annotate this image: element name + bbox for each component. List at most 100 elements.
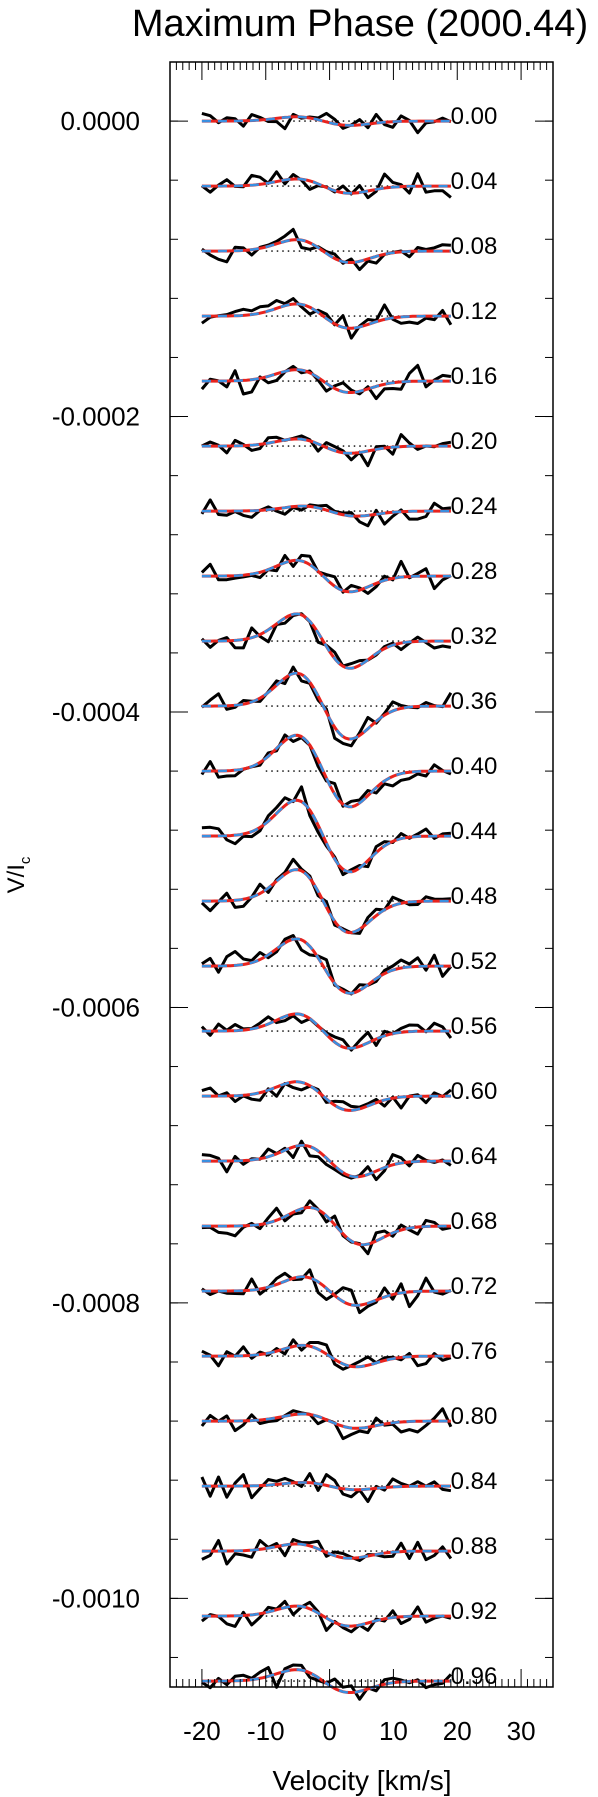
plot-area <box>200 111 458 1701</box>
observed-profile <box>201 1538 453 1566</box>
phase-label: 0.76 <box>451 1338 498 1365</box>
profile-phase-0.64 <box>201 1139 458 1182</box>
y-axis-label-subscript: c <box>17 856 34 864</box>
y-tick-label: -0.0010 <box>52 1583 140 1613</box>
profile-phase-0.56 <box>200 1012 458 1052</box>
model-profile-blue <box>201 504 451 518</box>
y-tick-label: -0.0002 <box>52 402 140 432</box>
y-tick-label: 0.0000 <box>60 106 140 136</box>
observed-profile <box>200 1599 452 1634</box>
profile-phase-0.76 <box>201 1338 458 1371</box>
model-profile-blue <box>201 671 451 741</box>
observed-profile <box>201 1139 452 1182</box>
phase-label: 0.56 <box>451 1013 498 1040</box>
phase-label: 0.72 <box>451 1273 498 1300</box>
model-profile-blue <box>201 1206 451 1246</box>
observed-profile <box>201 934 453 996</box>
model-profile-blue <box>201 368 451 394</box>
model-profile-blue <box>201 612 451 670</box>
model-profile-blue <box>201 1080 451 1112</box>
observed-profile <box>201 433 452 468</box>
profile-phase-0.88 <box>201 1538 458 1566</box>
model-profile-blue <box>201 1604 451 1628</box>
profile-phase-0.60 <box>201 1080 458 1112</box>
profile-phase-0.92 <box>200 1599 458 1634</box>
phase-label: 0.64 <box>451 1143 498 1170</box>
profile-phase-0.16 <box>200 363 458 401</box>
model-profile-blue <box>201 1012 451 1050</box>
model-profile-blue <box>201 238 451 264</box>
phase-label: 0.96 <box>451 1663 498 1690</box>
profile-phase-0.12 <box>201 297 458 340</box>
model-profile-blue <box>201 1668 451 1694</box>
profile-phase-0.00 <box>201 111 458 135</box>
phase-label: 0.88 <box>451 1533 498 1560</box>
x-axis-label: Velocity [km/s] <box>273 1765 452 1796</box>
model-profile-blue <box>201 937 451 995</box>
model-profile-blue <box>201 177 451 195</box>
y-axis: 0.0000 -0.0002 -0.0004 -0.0006 -0.0008 -0.001… <box>52 106 553 1658</box>
phase-label: 0.08 <box>451 233 498 260</box>
observed-profile <box>200 363 452 401</box>
phase-label: 0.16 <box>451 363 498 390</box>
model-profile-blue <box>201 302 451 330</box>
profile-phase-0.40 <box>200 733 458 809</box>
y-tick-label: -0.0004 <box>52 697 140 727</box>
x-tick-label: -10 <box>247 1716 285 1746</box>
phase-label: 0.80 <box>451 1403 498 1430</box>
phase-label: 0.48 <box>451 883 498 910</box>
phase-label: 0.24 <box>451 493 498 520</box>
observed-profile <box>201 297 453 340</box>
chart-title: Maximum Phase (2000.44) <box>132 3 588 45</box>
profile-phase-0.32 <box>200 612 458 670</box>
profile-phase-0.68 <box>201 1199 458 1256</box>
model-profile-blue <box>201 1412 451 1430</box>
profile-phase-0.80 <box>200 1407 458 1441</box>
profile-phase-0.04 <box>200 170 458 200</box>
observed-profile <box>200 498 452 528</box>
x-tick-label: 0 <box>322 1716 336 1746</box>
phase-label: 0.68 <box>451 1208 498 1235</box>
model-profile-blue <box>201 1144 451 1179</box>
model-profile-blue <box>201 559 451 594</box>
phase-label: 0.20 <box>451 428 498 455</box>
plot-frame <box>169 61 554 1688</box>
phase-label: 0.04 <box>451 168 498 195</box>
observed-profile <box>201 785 452 877</box>
x-tick-label: 20 <box>443 1716 472 1746</box>
model-profile-blue <box>201 1542 451 1560</box>
model-profile-red <box>201 733 451 809</box>
profile-phase-0.08 <box>201 227 458 272</box>
phase-label: 0.32 <box>451 623 498 650</box>
profile-phase-0.52 <box>201 934 458 996</box>
phase-label: 0.92 <box>451 1598 498 1625</box>
phase-labels: 0.00 0.04 0.08 0.12 0.16 0.20 0.24 0.28 0.32 0.36… <box>451 103 498 1690</box>
phase-label: 0.44 <box>451 818 498 845</box>
observed-profile <box>200 1407 453 1441</box>
model-profile-red <box>201 798 451 874</box>
observed-profile <box>201 1268 452 1315</box>
profile-phase-0.72 <box>201 1268 458 1315</box>
observed-profile <box>200 857 452 935</box>
profile-phase-0.36 <box>200 665 458 748</box>
model-profile-blue <box>201 1481 451 1491</box>
x-tick-label: 10 <box>379 1716 408 1746</box>
profile-phase-0.24 <box>200 498 458 528</box>
phase-label: 0.84 <box>451 1468 498 1495</box>
profile-phase-0.44 <box>201 785 458 877</box>
y-tick-label: -0.0008 <box>52 1288 140 1318</box>
profile-phase-0.48 <box>200 857 458 935</box>
observed-profile <box>201 1338 452 1371</box>
x-tick-label: 30 <box>507 1716 536 1746</box>
x-tick-label: -20 <box>183 1716 221 1746</box>
phase-label: 0.36 <box>451 688 498 715</box>
phase-label: 0.28 <box>451 558 498 585</box>
model-profile-blue <box>201 437 451 455</box>
profile-phase-0.84 <box>200 1472 458 1503</box>
model-profile-blue <box>201 868 451 934</box>
model-profile-blue <box>201 1275 451 1307</box>
phase-label: 0.52 <box>451 948 498 975</box>
model-profile-blue <box>201 115 451 127</box>
y-axis-label: V/Ic <box>3 856 34 893</box>
